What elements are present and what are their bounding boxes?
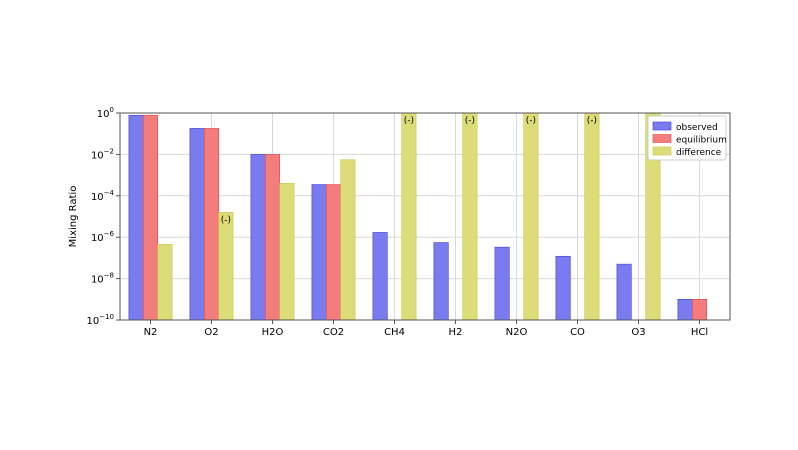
x-tick-label: N2O: [506, 327, 528, 338]
bar-observed-h2: [433, 242, 449, 321]
bar-equilibrium-h2o: [264, 154, 280, 321]
bar-annotation: (-): [221, 215, 231, 225]
bar-observed-n2o: [494, 246, 510, 321]
x-tick-label: CH4: [384, 327, 405, 338]
bar-difference-co2: [340, 159, 356, 321]
bar-observed-ch4: [372, 232, 388, 321]
y-tick-label: 10−8: [91, 272, 114, 286]
plot-frame: [119, 112, 731, 321]
bar-difference-h2o: [279, 183, 295, 321]
bar-annotation: (-): [526, 116, 536, 126]
bar-observed-o3: [616, 263, 632, 321]
bars: [128, 112, 707, 321]
y-tick-label: 10−10: [86, 313, 114, 327]
y-axis-label: Mixing Ratio: [68, 186, 79, 248]
bar-annotation: (-): [404, 116, 414, 126]
bar-observed-hcl: [677, 298, 693, 321]
x-tick-label: N2: [144, 327, 158, 338]
bar-observed-co2: [311, 184, 327, 321]
x-tick-label: O2: [204, 327, 218, 338]
bar-equilibrium-n2: [143, 114, 159, 321]
bar-difference-n2o: [523, 112, 539, 321]
bar-difference-co: [584, 112, 600, 321]
bar-equilibrium-co2: [325, 184, 341, 321]
bar-observed-o2: [189, 128, 205, 321]
y-axis: 100 10−2 10−4 10−6 10−8 10−10: [86, 106, 120, 327]
bar-observed-co: [555, 255, 571, 321]
y-tick-label: 10−4: [91, 189, 115, 203]
x-tick-label: O3: [631, 327, 645, 338]
legend: observed equilibrium difference: [647, 115, 727, 161]
legend-label-observed: observed: [676, 123, 718, 133]
bar-difference-ch4: [401, 112, 417, 321]
x-tick-label: H2: [449, 327, 463, 338]
bar-observed-h2o: [250, 154, 266, 321]
bar-difference-h2: [462, 112, 478, 321]
bar-annotation: (-): [587, 116, 597, 126]
bar-equilibrium-hcl: [691, 298, 707, 321]
x-tick-label: H2O: [262, 327, 284, 338]
bar-difference-n2: [157, 244, 173, 321]
x-tick-label: CO: [570, 327, 585, 338]
bar-difference-o2: [218, 211, 234, 321]
bar-annotation: (-): [465, 116, 475, 126]
legend-label-difference: difference: [676, 148, 722, 158]
y-tick-label: 100: [97, 106, 114, 120]
x-tick-label: CO2: [323, 327, 344, 338]
x-tick-label: HCl: [691, 327, 708, 338]
bar-equilibrium-o2: [204, 128, 220, 321]
legend-swatch-equilibrium: [652, 134, 672, 143]
y-tick-label: 10−6: [91, 230, 115, 244]
legend-swatch-observed: [652, 121, 672, 131]
legend-label-equilibrium: equilibrium: [676, 136, 727, 146]
y-tick-label: 10−2: [91, 147, 114, 161]
legend-swatch-difference: [652, 146, 672, 156]
bar-observed-n2: [128, 114, 144, 321]
x-axis: N2 O2 H2O CO2 CH4 H2 N2O CO O3 HCl: [144, 320, 708, 338]
